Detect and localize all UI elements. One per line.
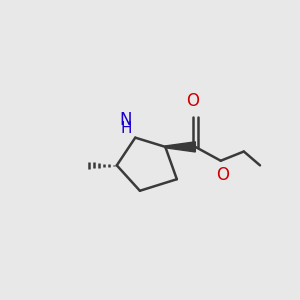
Text: O: O bbox=[187, 92, 200, 110]
Text: N: N bbox=[120, 111, 132, 129]
Polygon shape bbox=[165, 142, 195, 152]
Text: H: H bbox=[120, 121, 132, 136]
Text: O: O bbox=[217, 166, 230, 184]
